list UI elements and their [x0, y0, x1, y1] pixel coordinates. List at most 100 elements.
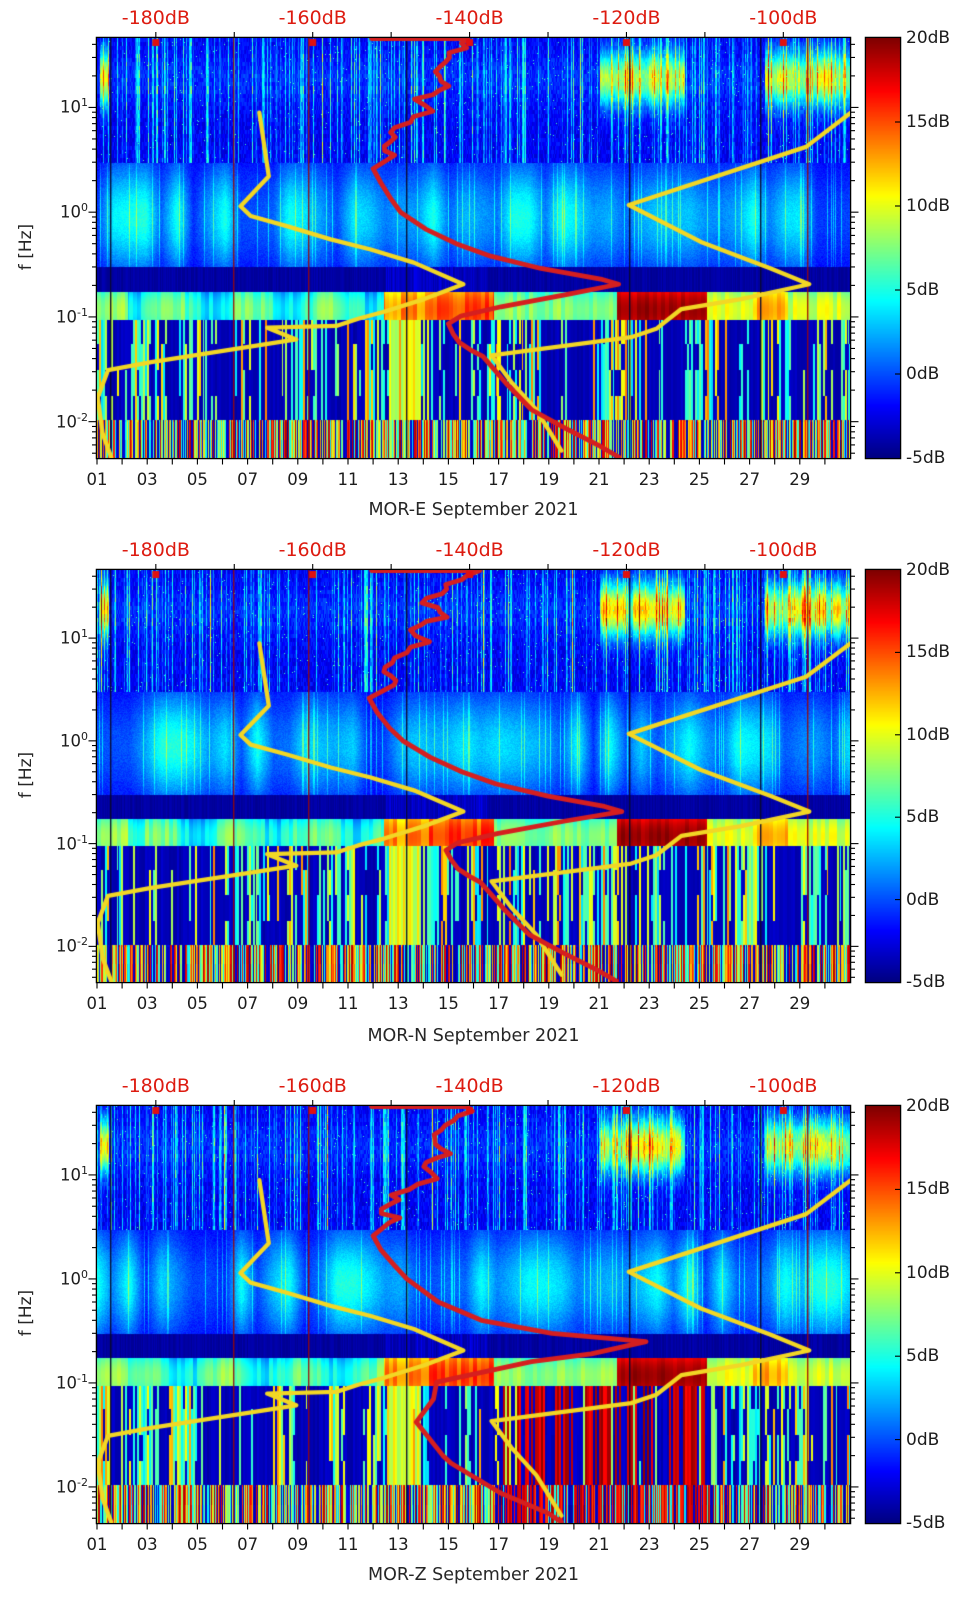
- x-tick-label: 23: [638, 994, 660, 1013]
- y-tick-label: 10-2: [56, 410, 88, 432]
- x-tick-label: 15: [437, 994, 459, 1013]
- colorbar-tick-label: 5dB: [906, 280, 940, 300]
- top-axis-label: -160dB: [278, 7, 347, 29]
- colorbar-tick-label: 15dB: [906, 112, 951, 132]
- x-tick-label: 01: [86, 994, 108, 1013]
- x-tick-label: 15: [437, 470, 459, 489]
- x-tick-label: 29: [789, 1535, 811, 1554]
- y-axis-label-mor-z: f [Hz]: [16, 1289, 36, 1337]
- top-axis-label: -180dB: [121, 7, 190, 29]
- x-tick-label: 15: [437, 1535, 459, 1554]
- colorbar-tick-label: 15dB: [906, 1179, 951, 1200]
- x-tick-label: 13: [387, 470, 409, 489]
- colorbar-mor-z: [866, 1106, 900, 1523]
- y-axis-label-mor-n: f [Hz]: [16, 751, 36, 799]
- x-tick-label: 11: [337, 1535, 359, 1554]
- x-tick-label: 19: [538, 470, 560, 489]
- top-axis-label: -100dB: [749, 1075, 818, 1097]
- colorbar-tick-label: 0dB: [906, 364, 940, 384]
- x-tick-label: 07: [237, 1535, 259, 1554]
- y-tick-label: 10-1: [56, 305, 88, 327]
- x-tick-label: 07: [237, 994, 259, 1013]
- y-tick-label: 100: [60, 729, 88, 751]
- colorbar-tick-label: 0dB: [906, 889, 940, 910]
- y-tick-label: 10-1: [56, 1371, 88, 1393]
- colorbar-tick-label: -5dB: [906, 972, 946, 992]
- x-tick-label: 29: [789, 994, 811, 1013]
- spectrogram-canvas-mor-e: [97, 38, 850, 458]
- colorbar-tick-label: 0dB: [906, 1429, 940, 1450]
- colorbar-tick-label: 20dB: [906, 1096, 951, 1116]
- x-tick-label: 01: [86, 470, 108, 489]
- panel-title-mor-e: MOR-E September 2021: [368, 500, 579, 520]
- x-tick-label: 29: [789, 470, 811, 489]
- top-axis-label: -160dB: [278, 539, 347, 561]
- y-tick-label: 101: [60, 627, 88, 648]
- colorbar-tick-label: 10dB: [906, 724, 951, 745]
- top-axis-label: -140dB: [435, 7, 504, 29]
- x-tick-label: 01: [86, 1535, 108, 1554]
- x-tick-label: 21: [588, 1535, 610, 1554]
- x-tick-label: 09: [287, 994, 309, 1013]
- x-tick-label: 17: [488, 470, 510, 489]
- x-tick-label: 25: [688, 994, 710, 1013]
- x-tick-label: 09: [287, 470, 309, 489]
- x-tick-label: 25: [688, 1535, 710, 1554]
- top-axis-label: -120dB: [592, 7, 661, 29]
- colorbar-tick-label: -5dB: [906, 448, 946, 468]
- top-axis-label: -100dB: [749, 539, 818, 561]
- x-tick-label: 05: [186, 1535, 208, 1554]
- x-tick-label: 03: [136, 1535, 158, 1554]
- y-axis-label-mor-e: f [Hz]: [16, 223, 36, 271]
- x-tick-label: 03: [136, 994, 158, 1013]
- x-tick-label: 05: [186, 994, 208, 1013]
- top-axis-label: -180dB: [121, 1075, 190, 1097]
- spectrogram-canvas-mor-n: [97, 570, 850, 982]
- y-tick-label: 10-2: [56, 935, 88, 956]
- y-tick-label: 10-2: [56, 1475, 88, 1497]
- x-tick-label: 17: [488, 994, 510, 1013]
- x-tick-label: 25: [688, 470, 710, 489]
- x-tick-label: 27: [739, 470, 761, 489]
- colorbar-mor-n: [866, 570, 900, 982]
- top-axis-label: -140dB: [435, 539, 504, 561]
- y-tick-label: 100: [60, 201, 88, 222]
- x-tick-label: 23: [638, 470, 660, 489]
- top-axis-label: -140dB: [435, 1075, 504, 1097]
- y-tick-label: 101: [60, 96, 88, 117]
- x-tick-label: 09: [287, 1535, 309, 1554]
- y-tick-label: 10-1: [56, 832, 88, 854]
- x-tick-label: 19: [538, 994, 560, 1013]
- x-tick-label: 05: [186, 470, 208, 489]
- y-tick-label: 100: [60, 1267, 88, 1289]
- top-axis-label: -120dB: [592, 1075, 661, 1097]
- spectrogram-canvas-mor-z: [97, 1106, 850, 1523]
- x-tick-label: 13: [387, 1535, 409, 1554]
- x-tick-label: 21: [588, 470, 610, 489]
- x-tick-label: 23: [638, 1535, 660, 1554]
- x-tick-label: 03: [136, 470, 158, 489]
- x-tick-label: 21: [588, 994, 610, 1013]
- colorbar-mor-e: [866, 38, 900, 458]
- top-axis-label: -160dB: [278, 1075, 347, 1097]
- top-axis-label: -120dB: [592, 539, 661, 561]
- colorbar-tick-label: 10dB: [906, 1262, 951, 1283]
- x-tick-label: 19: [538, 1535, 560, 1554]
- top-axis-label: -180dB: [121, 539, 190, 561]
- panel-title-mor-n: MOR-N September 2021: [367, 1026, 580, 1046]
- x-tick-label: 17: [488, 1535, 510, 1554]
- y-tick-label: 101: [60, 1163, 88, 1185]
- top-axis-label: -100dB: [749, 7, 818, 29]
- colorbar-tick-label: 15dB: [906, 642, 951, 663]
- colorbar-tick-label: 5dB: [906, 807, 940, 828]
- x-tick-label: 13: [387, 994, 409, 1013]
- x-tick-label: 11: [337, 994, 359, 1013]
- panel-title-mor-z: MOR-Z September 2021: [367, 1565, 580, 1585]
- x-tick-label: 11: [337, 470, 359, 489]
- x-tick-label: 07: [237, 470, 259, 489]
- colorbar-tick-label: -5dB: [906, 1513, 946, 1533]
- colorbar-tick-label: 20dB: [906, 560, 951, 580]
- x-tick-label: 27: [739, 1535, 761, 1554]
